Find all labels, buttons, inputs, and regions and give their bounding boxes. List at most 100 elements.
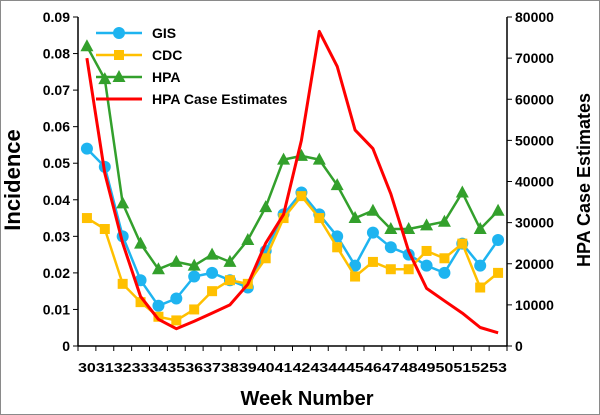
gis-point <box>170 292 183 305</box>
y2-axis-title: HPA Case Estimates <box>574 93 594 267</box>
hpa-point <box>312 152 326 165</box>
series-layer <box>80 29 505 335</box>
cdc-point <box>153 311 164 322</box>
gis-point <box>331 230 344 243</box>
y2-tick-label: 30000 <box>515 215 554 231</box>
y2-tick-label: 70000 <box>515 50 554 66</box>
legend-label: CDC <box>152 47 182 63</box>
hpa-point <box>330 178 344 191</box>
gis-point <box>492 233 505 246</box>
series-hpa <box>80 39 505 275</box>
cdc-point <box>385 264 396 275</box>
cdc-point <box>207 286 218 297</box>
x-tick-label: 51 <box>453 360 471 375</box>
gis-point <box>80 142 93 155</box>
x-tick-label: 52 <box>471 360 489 375</box>
legend-label: HPA Case Estimates <box>152 91 288 107</box>
y-tick-label: 0.06 <box>43 119 70 135</box>
cdc-point <box>117 278 128 289</box>
x-tick-label: 30 <box>78 360 96 375</box>
x-tick-label: 35 <box>167 360 185 375</box>
cdc-point <box>439 253 450 264</box>
cdc-point <box>421 245 432 256</box>
hpa-point <box>277 152 291 165</box>
y2-tick-label: 20000 <box>515 256 554 272</box>
x-tick-label: 53 <box>489 360 507 375</box>
hpa-point <box>259 200 273 213</box>
cdc-point <box>135 297 146 308</box>
x-tick-label: 37 <box>203 360 221 375</box>
x-tick-label: 32 <box>114 360 132 375</box>
gis-point <box>474 259 487 272</box>
series-cdc <box>81 191 504 326</box>
x-tick-label: 31 <box>96 360 114 375</box>
cdc-point <box>99 224 110 235</box>
axes-layer: 0 0.01 0.02 0.03 0.04 0.05 0.06 0.07 0.08 0.09 0 10… <box>43 9 554 375</box>
cdc-line <box>86 194 499 322</box>
cdc-point <box>475 282 486 293</box>
series-gis <box>80 142 505 312</box>
hpa-point <box>151 262 165 275</box>
x-tick-label: 49 <box>418 360 436 375</box>
hpa-point <box>80 39 94 52</box>
x-tick-label: 33 <box>132 360 150 375</box>
x-tick-label: 43 <box>310 360 328 375</box>
hpa-point <box>384 222 398 235</box>
legend: GIS CDC HPA HPA Case Estimates <box>96 25 288 107</box>
gis-point <box>438 266 451 279</box>
legend-item-hpa: HPA <box>96 69 181 85</box>
x-tick-label: 48 <box>400 360 418 375</box>
x-tick-label: 45 <box>346 360 364 375</box>
x-axis-title: Week Number <box>240 388 373 410</box>
y-tick-label: 0.03 <box>43 228 70 244</box>
gis-point <box>420 259 433 272</box>
y-tick-label: 0.04 <box>43 192 70 208</box>
gis-point <box>366 226 379 239</box>
y2-tick-label: 40000 <box>515 174 554 190</box>
hpa-point <box>223 254 237 267</box>
gis-point <box>349 259 362 272</box>
legend-label: HPA <box>152 69 181 85</box>
x-tick-label: 36 <box>185 360 203 375</box>
hpa-point <box>455 185 469 198</box>
hpa-point <box>116 196 130 209</box>
y-tick-label: 0.01 <box>43 301 70 317</box>
cdc-point <box>224 275 235 286</box>
gis-point <box>188 270 201 283</box>
y-tick-label: 0.07 <box>43 82 70 98</box>
hpa-point <box>491 203 505 216</box>
y-tick-label: 0.09 <box>43 9 70 25</box>
y-tick-label: 0.02 <box>43 265 70 281</box>
cdc-point <box>367 256 378 267</box>
cdc-point <box>278 213 289 224</box>
x-tick-label: 38 <box>221 360 239 375</box>
cdc-point <box>81 213 92 224</box>
hpa-point <box>402 222 416 235</box>
legend-marker <box>112 70 126 82</box>
hpa-point <box>437 214 451 227</box>
cdc-point <box>171 315 182 326</box>
cdc-point <box>296 191 307 202</box>
x-tick-label: 39 <box>239 360 257 375</box>
x-tick-label: 46 <box>364 360 382 375</box>
hpa-point <box>241 232 255 245</box>
y-tick-label: 0.05 <box>43 155 70 171</box>
x-tick-label: 50 <box>436 360 454 375</box>
cdc-point <box>403 264 414 275</box>
y2-tick-label: 10000 <box>515 297 554 313</box>
y2-tick-label: 60000 <box>515 91 554 107</box>
hpa-point <box>473 222 487 235</box>
cdc-point <box>260 253 271 264</box>
gis-point <box>206 266 219 279</box>
x-tick-label: 40 <box>257 360 275 375</box>
gis-point <box>384 241 397 254</box>
legend-item-cdc: CDC <box>96 47 182 63</box>
x-tick-label: 41 <box>275 360 293 375</box>
cdc-point <box>493 267 504 278</box>
y2-tick-label: 0 <box>515 338 523 354</box>
cdc-point <box>350 271 361 282</box>
cdc-point <box>314 213 325 224</box>
hpa-point <box>348 211 362 224</box>
y-tick-label: 0 <box>62 338 70 354</box>
legend-marker <box>114 50 124 60</box>
